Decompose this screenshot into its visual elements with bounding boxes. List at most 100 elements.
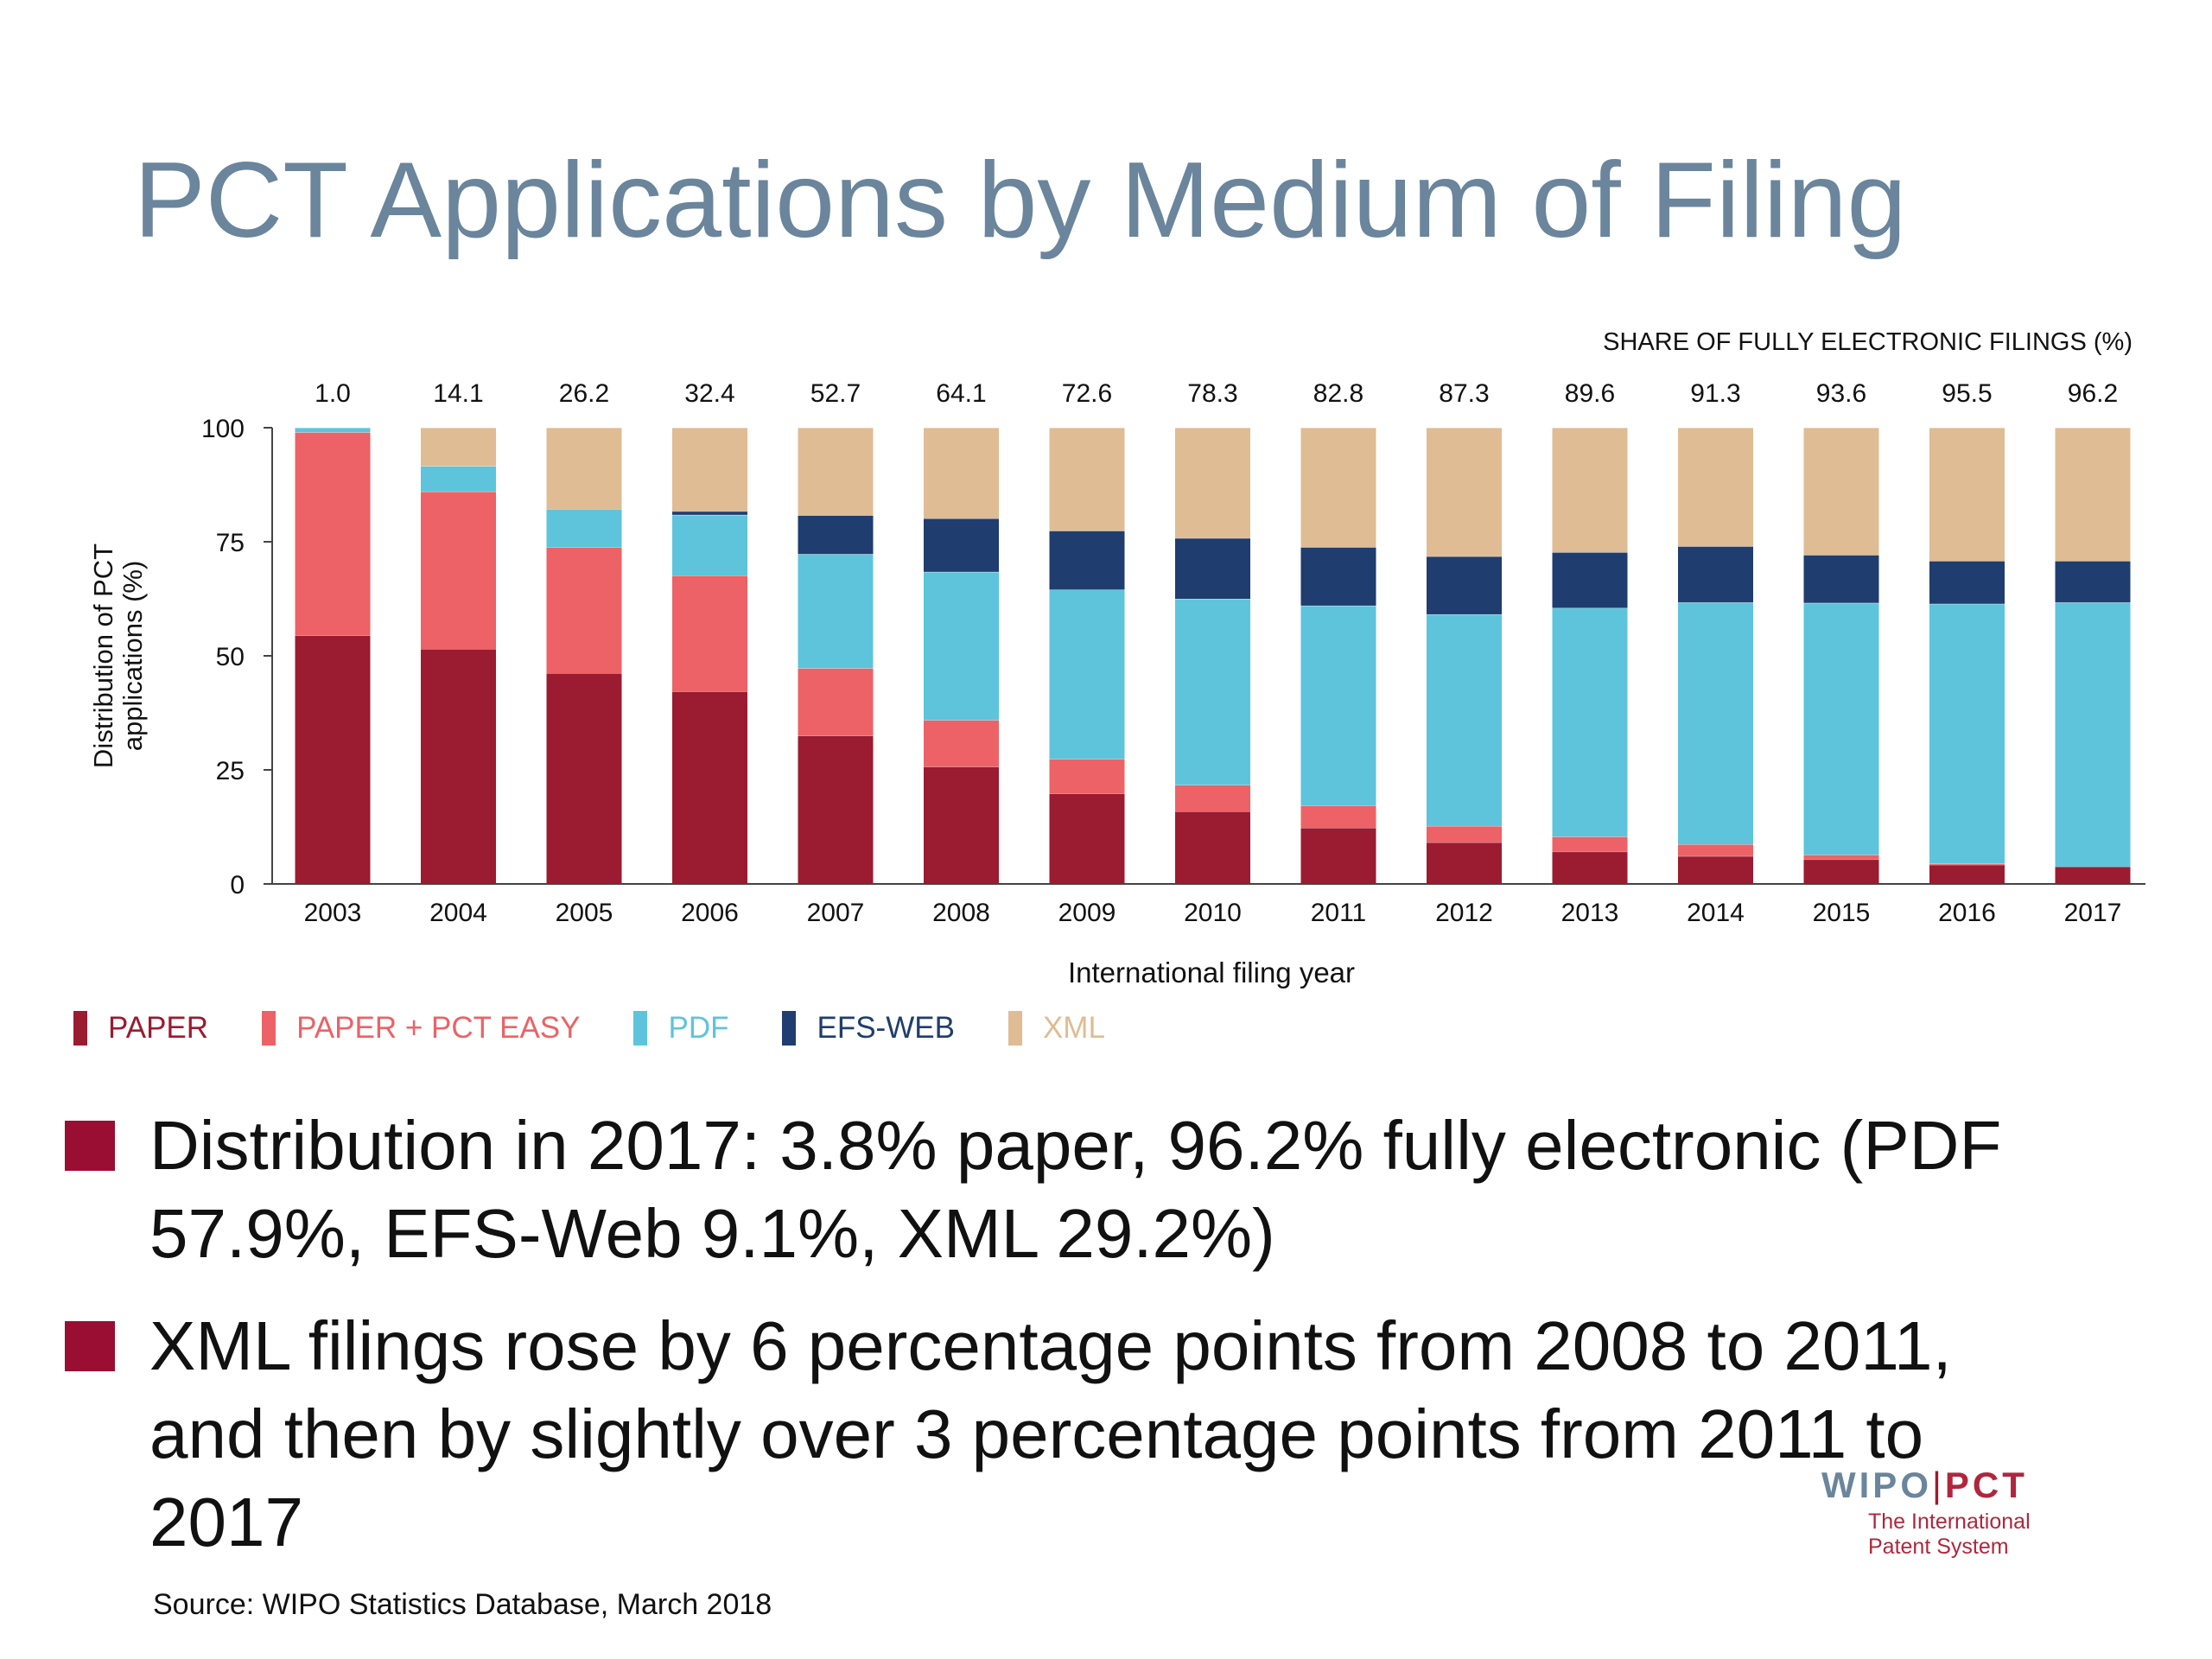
bar-segment-pdf <box>798 554 874 669</box>
wipo-pct-logo: WIPO|PCT The International Patent System <box>1821 1465 2098 1560</box>
bar-segment-efs-web <box>924 518 999 572</box>
bar-segment-pdf <box>1678 602 1753 845</box>
bar-segment-xml <box>1929 428 2005 562</box>
bar-segment-paper-pct-easy <box>1678 844 1753 856</box>
legend-label-efs-web: EFS-WEB <box>817 1011 955 1045</box>
bar-segment-pdf <box>1300 605 1376 806</box>
share-label: 14.1 <box>433 379 483 408</box>
legend-swatch-paper <box>73 1011 87 1046</box>
share-label: 78.3 <box>1187 379 1237 408</box>
share-label: 93.6 <box>1816 379 1866 408</box>
bar-segment-paper-pct-easy <box>924 720 999 767</box>
bar-segment-xml <box>421 428 496 467</box>
bar-segment-paper <box>1175 811 1250 884</box>
legend-label-paper-pct-easy: PAPER + PCT EASY <box>296 1011 581 1045</box>
bar-segment-xml <box>1049 428 1125 531</box>
logo-subtitle: The International Patent System <box>1821 1510 2098 1560</box>
y-axis-label: Distribution of PCTapplications (%) <box>88 543 148 768</box>
bar-segment-xml <box>1427 428 1502 556</box>
x-tick-label: 2010 <box>1184 899 1242 927</box>
x-tick-label: 2006 <box>681 899 739 927</box>
bar-segment-paper-pct-easy <box>295 432 371 636</box>
legend-swatch-xml <box>1007 1011 1022 1046</box>
logo-wordmark: WIPO|PCT <box>1821 1465 2098 1506</box>
bar-segment-xml <box>1678 428 1753 547</box>
bullet-item: Distribution in 2017: 3.8% paper, 96.2% … <box>65 1102 2052 1278</box>
bar-segment-paper-pct-easy <box>1929 863 2005 865</box>
bar-segment-pdf <box>1175 599 1250 785</box>
x-tick-label: 2005 <box>556 899 613 927</box>
bar-segment-paper <box>1552 851 1628 884</box>
bar-segment-pdf <box>1552 607 1628 837</box>
x-tick-label: 2013 <box>1561 899 1619 927</box>
bar-segment-pdf <box>2055 602 2131 867</box>
x-tick-label: 2014 <box>1687 899 1745 927</box>
legend-swatch-pdf <box>633 1011 648 1046</box>
share-labels-title: SHARE OF FULLY ELECTRONIC FILINGS (%) <box>1603 328 2133 356</box>
bar-segment-paper <box>1049 793 1125 884</box>
bar-segment-xml <box>2055 428 2131 562</box>
x-tick-label: 2009 <box>1058 899 1116 927</box>
legend-item-pdf: PDF <box>633 1011 728 1046</box>
share-label: 26.2 <box>559 379 609 408</box>
y-axis-label-line: Distribution of PCT <box>88 543 118 768</box>
bullet-list: Distribution in 2017: 3.8% paper, 96.2% … <box>65 1102 2052 1591</box>
bullet-text: Distribution in 2017: 3.8% paper, 96.2% … <box>149 1107 2002 1272</box>
share-label: 89.6 <box>1565 379 1615 408</box>
share-label: 1.0 <box>315 379 351 408</box>
bar-segment-xml <box>1803 428 1879 556</box>
bar-segment-paper <box>295 635 371 884</box>
bar-segment-pdf <box>546 508 622 548</box>
x-tick-label: 2012 <box>1435 899 1493 927</box>
bar-segment-xml <box>1300 428 1376 548</box>
bar-segment-efs-web <box>1175 537 1250 599</box>
logo-subtitle-line2: Patent System <box>1868 1535 2009 1559</box>
bar-segment-efs-web <box>1678 546 1753 603</box>
bar-segment-paper <box>1300 828 1376 884</box>
bar-segment-paper-pct-easy <box>1427 825 1502 842</box>
bar-segment-xml <box>1175 428 1250 538</box>
logo-subtitle-line1: The International <box>1868 1510 2031 1534</box>
x-tick-label: 2016 <box>1938 899 1996 927</box>
bar-segment-efs-web <box>1049 531 1125 590</box>
bar-segment-efs-web <box>672 511 747 515</box>
y-tick-label: 75 <box>216 529 245 557</box>
bar-segment-efs-web <box>1300 547 1376 606</box>
bar-segment-xml <box>924 428 999 519</box>
bar-segment-xml <box>1552 428 1628 553</box>
legend-label-paper: PAPER <box>108 1011 209 1045</box>
bar-segment-paper <box>421 649 496 884</box>
bar-segment-paper-pct-easy <box>672 575 747 692</box>
share-label: 72.6 <box>1062 379 1112 408</box>
legend-item-efs-web: EFS-WEB <box>782 1011 955 1046</box>
bar-segment-pdf <box>1803 602 1879 855</box>
bar-segment-paper <box>1929 864 2005 884</box>
y-axis-label-line: applications (%) <box>118 561 148 752</box>
bar-segment-xml <box>672 428 747 512</box>
share-label: 64.1 <box>936 379 986 408</box>
bar-segment-efs-web <box>798 515 874 555</box>
bar-segment-efs-web <box>1803 555 1879 603</box>
bullet-square-icon <box>65 1121 115 1171</box>
bar-segment-paper-pct-easy <box>546 547 622 674</box>
bar-segment-pdf <box>672 514 747 576</box>
bar-segment-pdf <box>1929 603 2005 864</box>
bar-segment-paper-pct-easy <box>1803 855 1879 860</box>
source-note: Source: WIPO Statistics Database, March … <box>153 1588 772 1621</box>
logo-pct: PCT <box>1944 1465 2028 1505</box>
bar-segment-paper <box>798 735 874 884</box>
share-label: 52.7 <box>810 379 861 408</box>
bar-segment-paper-pct-easy <box>1049 759 1125 794</box>
bar-segment-paper-pct-easy <box>1175 785 1250 812</box>
y-tick-label: 100 <box>201 415 245 443</box>
share-label: 32.4 <box>684 379 734 408</box>
bar-segment-xml <box>546 428 622 509</box>
bar-segment-paper <box>1803 859 1879 884</box>
y-tick-label: 0 <box>230 871 245 899</box>
x-axis-label: International filing year <box>1068 957 1355 988</box>
bar-segment-paper <box>1427 842 1502 884</box>
bar-segment-efs-web <box>1427 556 1502 614</box>
legend-swatch-paper-pct-easy <box>262 1011 276 1046</box>
bar-segment-paper-pct-easy <box>1300 805 1376 829</box>
share-label: 95.5 <box>1942 379 1992 408</box>
